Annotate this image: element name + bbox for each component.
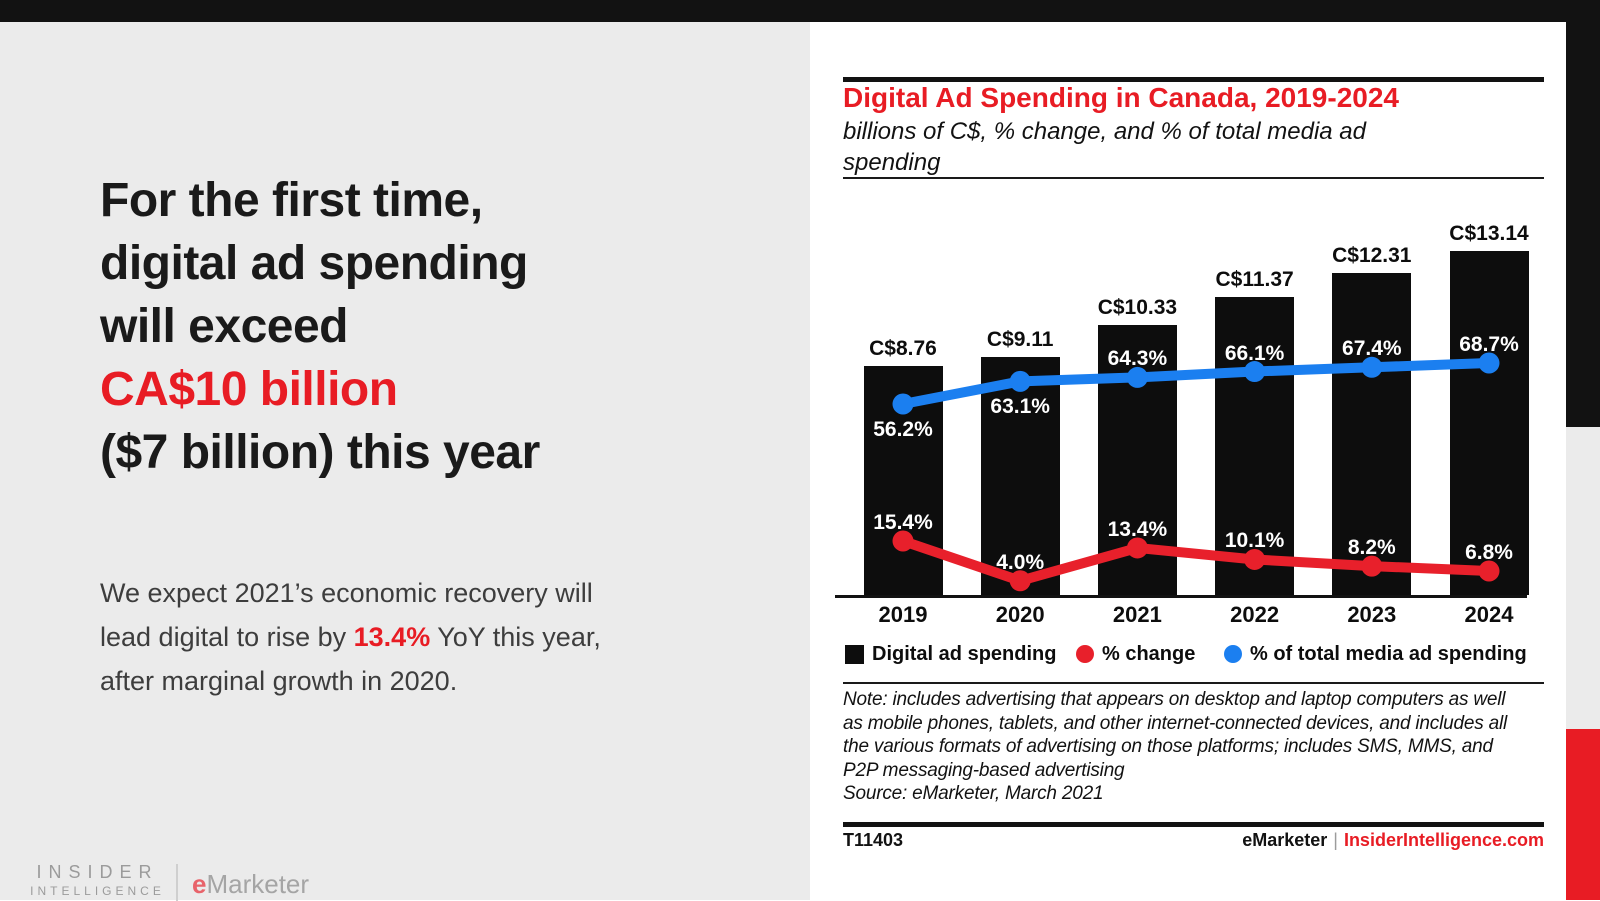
black-square-swatch-icon xyxy=(845,644,864,664)
chart-title: Digital Ad Spending in Canada, 2019-2024 xyxy=(843,82,1399,113)
percent-change-label-2023: 8.2% xyxy=(1347,536,1396,560)
x-axis-label-2024: 2024 xyxy=(1464,602,1514,627)
legend-label: % of total media ad spending xyxy=(1250,642,1527,665)
legend-label: % change xyxy=(1102,642,1196,665)
percent-change-label-2024: 6.8% xyxy=(1465,540,1513,564)
percent-of-total-label-2022: 66.1% xyxy=(1224,341,1285,365)
chart-subtitle: billions of C$, % change, and % of total… xyxy=(843,116,1366,178)
legend-bottom-rule xyxy=(843,682,1544,684)
right-edge-gray-strip xyxy=(1566,427,1600,729)
emarketer-logo-text: Marketer xyxy=(206,869,310,899)
headline: For the first time, digital ad spending … xyxy=(100,169,540,484)
percent-of-total-label-2023: 67.4% xyxy=(1342,337,1402,361)
paragraph-line-1: We expect 2021’s economic recovery will xyxy=(100,578,593,608)
headline-line-5: ($7 billion) this year xyxy=(100,426,540,479)
bar-value-label-2023: C$12.31 xyxy=(1332,243,1412,267)
chart-subtitle-line-2: spending xyxy=(843,149,941,176)
paragraph-line-3: after marginal growth in 2020. xyxy=(100,666,458,696)
logo-divider xyxy=(176,864,178,901)
percent-of-total-label-2019: 56.2% xyxy=(873,418,933,441)
chart-note: Note: includes advertising that appears … xyxy=(843,688,1507,806)
legend-item-percent-of-total: % of total media ad spending xyxy=(1224,643,1527,665)
x-axis-label-2019: 2019 xyxy=(878,602,928,627)
x-axis-label-2021: 2021 xyxy=(1112,602,1162,627)
bar-value-label-2024: C$13.14 xyxy=(1449,222,1529,246)
right-edge-red-strip xyxy=(1566,729,1600,900)
x-axis-label-2022: 2022 xyxy=(1230,602,1280,627)
chart-area: C$8.76 2019 C$9.11 2020 C$10.33 2021 C$11.37 20… xyxy=(810,22,1566,900)
source-line: Source: eMarketer, March 2021 xyxy=(843,783,1104,804)
note-line-2: as mobile phones, tablets, and other int… xyxy=(843,712,1508,734)
percent-change-label-2022: 10.1% xyxy=(1224,529,1285,553)
headline-line-4-red: CA$10 billion xyxy=(100,363,398,416)
footer-site-link[interactable]: InsiderIntelligence.com xyxy=(1343,830,1544,850)
percent-change-label-2020: 4.0% xyxy=(996,550,1045,574)
percent-change-label-2019: 15.4% xyxy=(873,511,933,534)
red-dot-swatch-icon xyxy=(1076,645,1094,663)
title-top-rule xyxy=(843,77,1544,82)
chart-subtitle-line-1: billions of C$, % change, and % of total… xyxy=(843,118,1366,145)
percent-of-total-label-2024: 68.7% xyxy=(1459,333,1519,356)
footer-rule xyxy=(843,822,1544,827)
bar-value-label-2019: C$8.76 xyxy=(869,336,937,360)
blue-dot-swatch-icon xyxy=(1224,645,1242,663)
headline-line-2: digital ad spending xyxy=(100,237,528,290)
percent-of-total-label-2021: 64.3% xyxy=(1107,347,1168,371)
legend-label: Digital ad spending xyxy=(872,642,1057,665)
legend-item-percent-change: % change xyxy=(1076,643,1195,665)
insider-logo-bottom: INTELLIGENCE xyxy=(30,884,165,898)
emarketer-logo-e: e xyxy=(192,869,207,899)
legend-item-digital-ad-spending: Digital ad spending xyxy=(845,643,1056,665)
footer-divider: | xyxy=(1333,830,1338,850)
bar-value-label-2022: C$11.37 xyxy=(1215,268,1294,292)
top-black-bar xyxy=(0,0,1600,22)
paragraph-highlight: 13.4% xyxy=(353,622,431,652)
title-bottom-rule xyxy=(843,177,1544,179)
footer-branding: eMarketer | InsiderIntelligence.com xyxy=(1242,830,1544,851)
insider-intelligence-logo: INSIDER INTELLIGENCE xyxy=(25,861,170,899)
bar-2019 xyxy=(863,365,943,595)
bar-value-label-2021: C$10.33 xyxy=(1097,295,1178,319)
emarketer-logo: eMarketer xyxy=(192,869,309,900)
note-line-4: P2P messaging-based advertising xyxy=(843,759,1125,781)
summary-paragraph: We expect 2021’s economic recovery will … xyxy=(100,571,601,703)
chart-panel: Digital Ad Spending in Canada, 2019-2024… xyxy=(810,22,1566,900)
note-line-3: the various formats of advertising on th… xyxy=(843,736,1493,757)
x-axis-label-2020: 2020 xyxy=(995,602,1045,627)
x-axis-line xyxy=(835,595,1527,598)
headline-line-3: will exceed xyxy=(100,300,348,353)
footer-brand: eMarketer xyxy=(1242,830,1328,850)
percent-change-label-2021: 13.4% xyxy=(1107,517,1168,541)
percent-of-total-label-2020: 63.1% xyxy=(990,395,1050,419)
left-text-panel: For the first time, digital ad spending … xyxy=(0,22,810,901)
chart-id: T11403 xyxy=(843,830,904,850)
bar-value-label-2020: C$9.11 xyxy=(986,327,1054,351)
x-axis-label-2023: 2023 xyxy=(1347,602,1397,627)
insider-logo-top: INSIDER xyxy=(36,862,159,882)
right-edge-black-strip xyxy=(1566,22,1600,427)
headline-line-1: For the first time, xyxy=(100,174,483,227)
note-line-1: Note: includes advertising that appears … xyxy=(843,689,1506,710)
paragraph-line-2: lead digital to rise by 13.4% YoY this y… xyxy=(100,622,601,652)
